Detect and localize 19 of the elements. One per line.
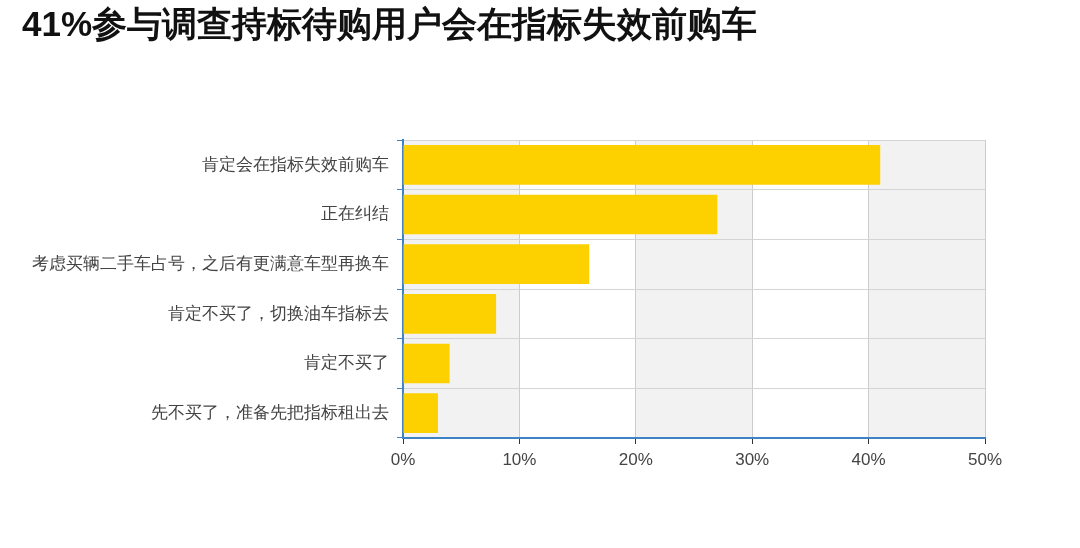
y-tick-label: 肯定不买了	[304, 353, 389, 373]
x-tick-label: 40%	[851, 449, 886, 469]
y-tick-label: 肯定会在指标失效前购车	[202, 154, 389, 174]
y-tick-label: 肯定不买了，切换油车指标去	[168, 303, 389, 323]
bar	[403, 144, 881, 185]
bar	[403, 194, 718, 235]
bar	[403, 393, 438, 434]
bar	[403, 293, 497, 334]
y-tick-label: 正在纠结	[321, 204, 389, 224]
x-tick-label: 50%	[967, 449, 1003, 469]
x-tick-label: 20%	[618, 449, 653, 469]
x-tick-label: 10%	[502, 449, 537, 469]
y-tick-label: 先不买了，准备先把指标租出去	[151, 402, 389, 422]
bar	[403, 244, 590, 285]
x-tick-label: 0%	[390, 449, 416, 469]
bar	[403, 343, 450, 384]
y-tick-label: 考虑买辆二手车占号，之后有更满意车型再换车	[32, 253, 389, 273]
x-tick-label: 30%	[735, 449, 770, 469]
chart-title: 41%参与调查持标待购用户会在指标失效前购车	[22, 4, 758, 44]
